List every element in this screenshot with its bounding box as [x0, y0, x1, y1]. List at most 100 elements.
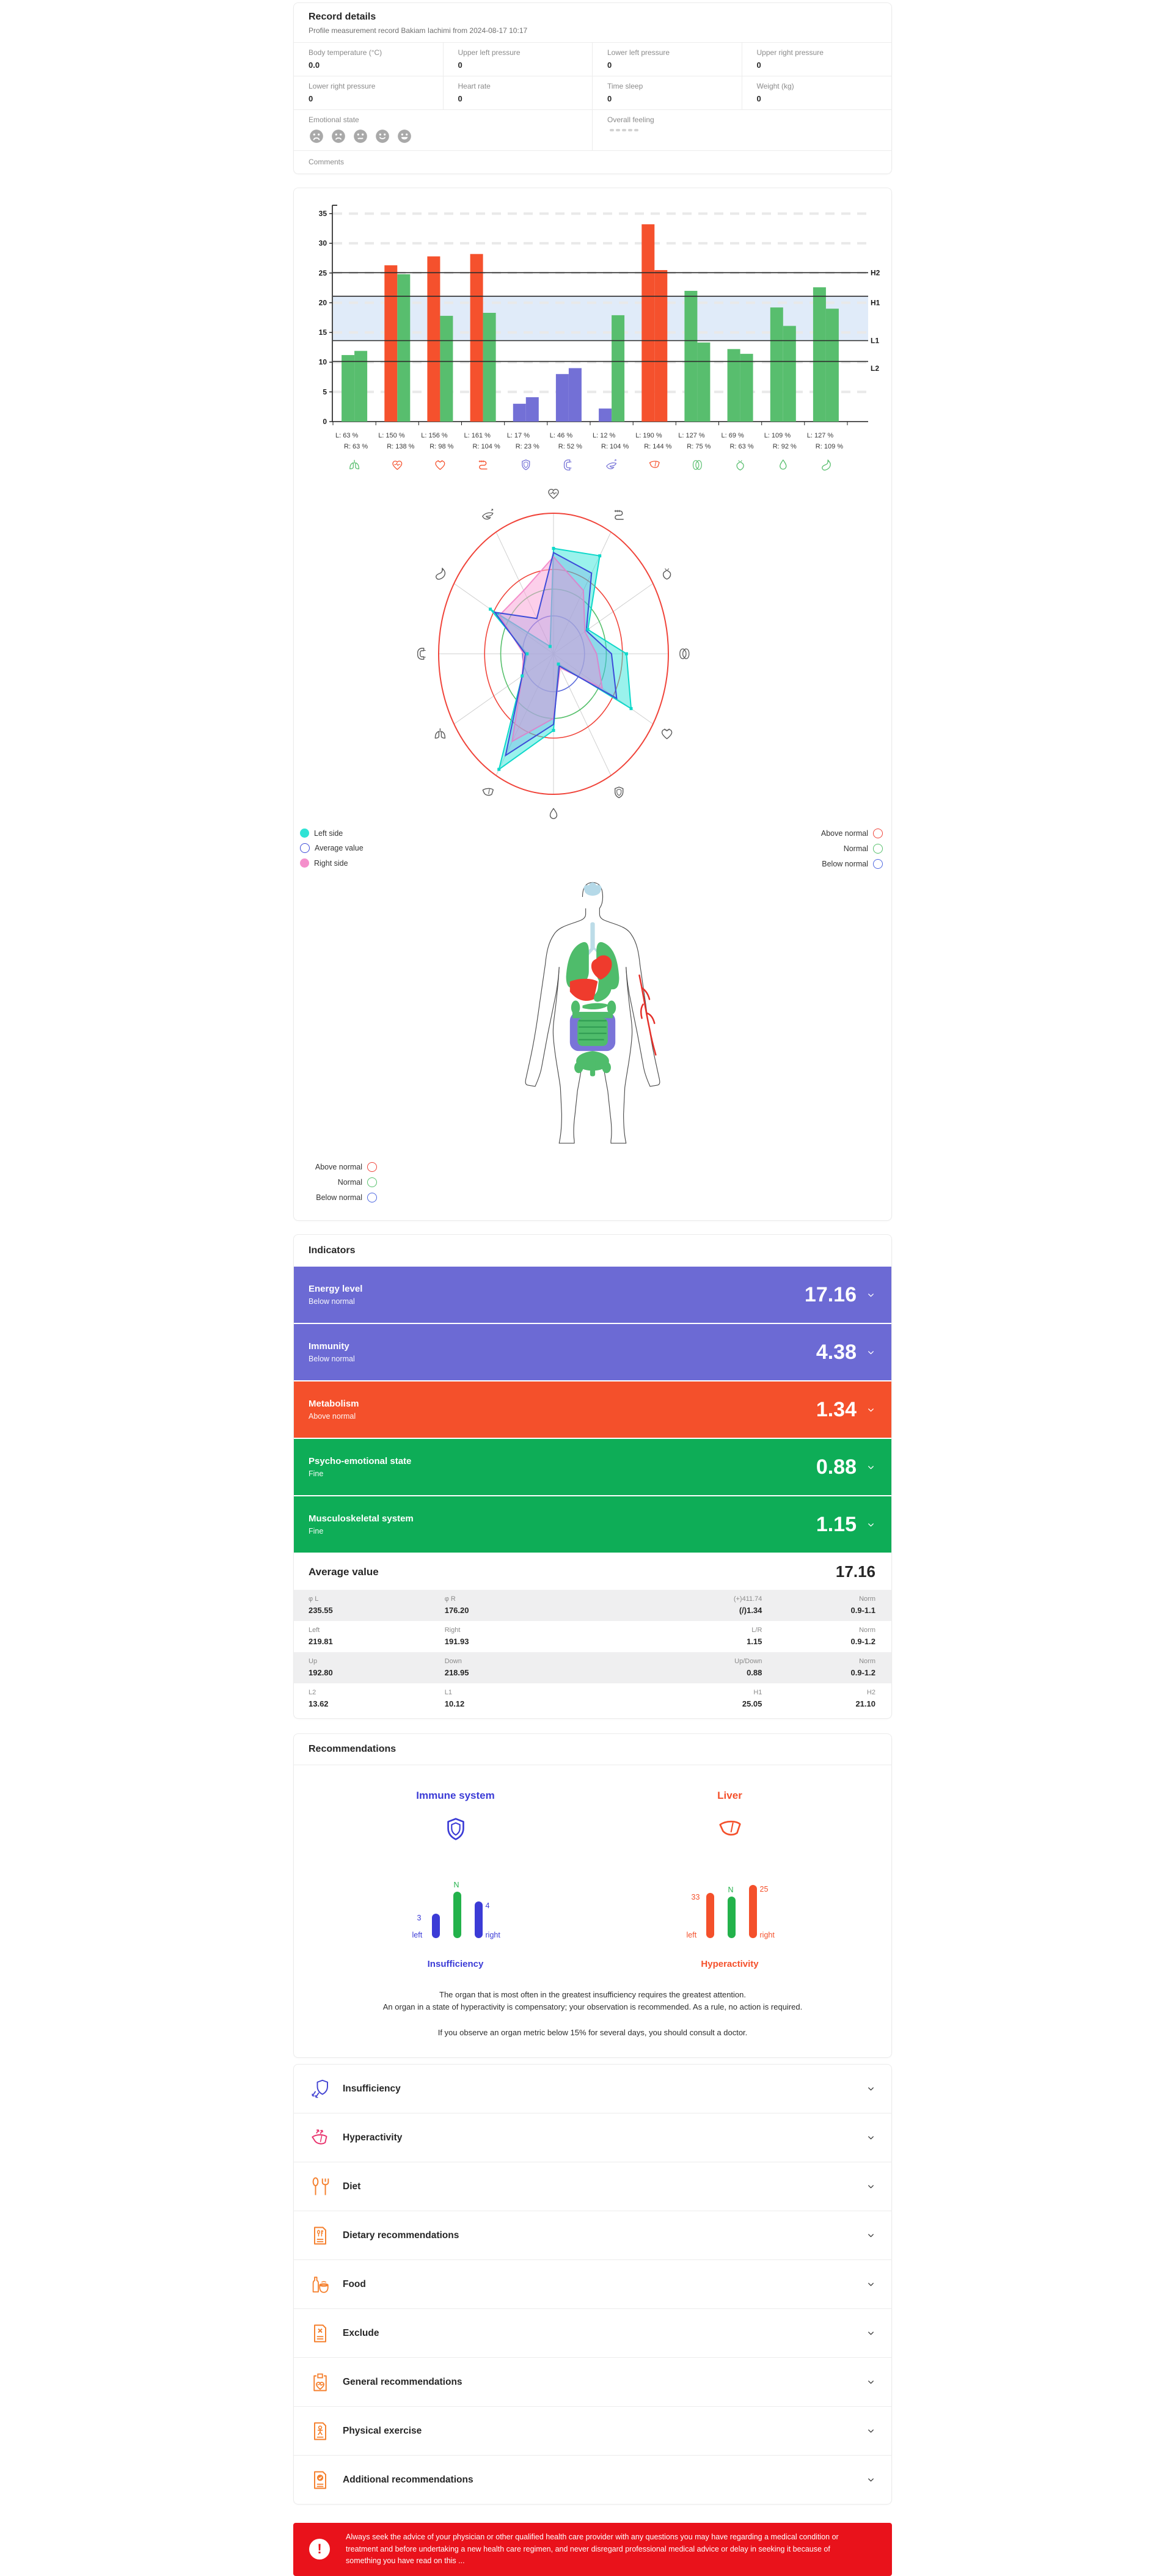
- sad-face[interactable]: [331, 128, 346, 144]
- average-value-label: Average value: [309, 1565, 379, 1578]
- chevron-down-icon: [868, 1293, 874, 1297]
- legend-item: Above normal: [300, 1162, 891, 1172]
- charts-card: 0 5 10 15 20 25 30 35 L: 63 % R: 63 % L: 150 % R: 1…: [293, 188, 892, 1221]
- svg-text:R: 52 %: R: 52 %: [558, 443, 582, 450]
- accordion-hyperactivity[interactable]: Hyperactivity: [294, 2113, 891, 2162]
- svg-text:R: 75 %: R: 75 %: [687, 443, 711, 450]
- comments-field[interactable]: Comments: [294, 150, 891, 174]
- accordion-food[interactable]: Food: [294, 2259, 891, 2308]
- overall-feeling-cell: Overall feeling: [593, 110, 891, 150]
- report-page: Record details Profile measurement recor…: [293, 0, 892, 2576]
- indicator-row[interactable]: Immunity Below normal 4.38: [294, 1324, 891, 1380]
- gallbladder-icon: [549, 808, 558, 819]
- indicator-row[interactable]: Energy level Below normal 17.16: [294, 1267, 891, 1323]
- emotional-state-label: Emotional state: [309, 115, 359, 124]
- liver-up-icon: [312, 2129, 327, 2145]
- happy-face[interactable]: [375, 128, 390, 144]
- svg-text:L: 12 %: L: 12 %: [593, 432, 616, 439]
- svg-text:R: 138 %: R: 138 %: [387, 443, 414, 450]
- accordion-physical-exercise[interactable]: Physical exercise: [294, 2406, 891, 2455]
- cutlery-icon: [312, 2177, 329, 2196]
- indicator-row[interactable]: Psycho-emotional state Fine 0.88: [294, 1439, 891, 1495]
- svg-text:25: 25: [319, 269, 327, 277]
- left-side-swatch: [300, 829, 309, 838]
- lungs-icon: [349, 459, 360, 470]
- heart-icon: [392, 460, 403, 470]
- svg-text:H2: H2: [871, 268, 880, 277]
- neutral-face[interactable]: [353, 128, 368, 144]
- disclaimer-text: Always seek the advice of your physician…: [346, 2533, 839, 2566]
- bar-right-lungs: [354, 351, 368, 422]
- bladder-icon: [736, 459, 744, 470]
- very-sad-face[interactable]: [309, 128, 324, 144]
- svg-text:L: 109 %: L: 109 %: [764, 432, 791, 439]
- accordion-insufficiency[interactable]: Insufficiency: [294, 2065, 891, 2113]
- record-field: Heart rate 0: [443, 76, 593, 110]
- svg-text:L: 190 %: L: 190 %: [635, 432, 662, 439]
- chevron-down-icon: [868, 2234, 874, 2238]
- very-happy-face[interactable]: [396, 128, 412, 144]
- radar-legends: Left side Average value Right side Above n…: [294, 825, 891, 877]
- chevron-down-icon: [868, 2478, 874, 2482]
- svg-text:0: 0: [323, 417, 327, 426]
- liver-icon: [482, 788, 494, 796]
- note-insufficiency: The organ that is most often in the grea…: [439, 1990, 746, 1999]
- svg-text:R: 104 %: R: 104 %: [601, 443, 629, 450]
- svg-text:L: 17 %: L: 17 %: [507, 432, 530, 439]
- radar-legend-levels: Above normal Normal Below normal: [821, 829, 883, 874]
- chevron-down-icon: [868, 1465, 874, 1469]
- chevron-down-icon: [868, 2380, 874, 2384]
- indicator-row[interactable]: Musculoskeletal system Fine 1.15: [294, 1496, 891, 1553]
- feeling-rating: [607, 128, 877, 131]
- record-field: Lower left pressure 0: [593, 43, 742, 76]
- bar-left-stomach: [813, 287, 826, 422]
- svg-text:R: 92 %: R: 92 %: [773, 443, 797, 450]
- legend-item: Left side: [300, 829, 364, 838]
- accordion-diet[interactable]: Diet: [294, 2162, 891, 2211]
- chevron-down-icon: [868, 2087, 874, 2091]
- stats-row: L2 13.62 L1 10.12 H1 25.05 H2 21.10: [309, 1689, 875, 1708]
- chevron-down-icon: [868, 2185, 874, 2189]
- legend-item: Below normal: [300, 1193, 891, 1202]
- stats-row: Up 192.80 Down 218.95 Up/Down 0.88 Norm 0.9-1.2: [294, 1652, 891, 1683]
- organ-name: Immune system: [416, 1790, 495, 1801]
- bar-left-liver: [641, 224, 655, 422]
- radar-legend-sides: Left side Average value Right side: [300, 829, 364, 874]
- bar-right-gallbladder: [783, 326, 796, 422]
- note-hyperactivity: An organ in a state of hyperactivity is …: [382, 2002, 803, 2012]
- svg-text:35: 35: [319, 210, 327, 218]
- bar-right-liver: [654, 270, 668, 422]
- organ-status: Insufficiency: [427, 1959, 484, 1969]
- svg-text:L: 63 %: L: 63 %: [335, 432, 359, 439]
- record-subtitle: Profile measurement record Bakiam Iachim…: [309, 26, 528, 35]
- body-diagram: [294, 880, 891, 1158]
- duodenum-icon: [417, 648, 426, 660]
- svg-text:H1: H1: [871, 299, 880, 307]
- indicators-list: Energy level Below normal 17.16 Immunity B…: [294, 1267, 891, 1553]
- svg-text:L1: L1: [871, 337, 879, 345]
- recommendations-title: Recommendations: [294, 1734, 891, 1765]
- liver-icon: [718, 1820, 741, 1836]
- svg-text:30: 30: [319, 239, 327, 247]
- svg-text:L: 127 %: L: 127 %: [678, 432, 705, 439]
- record-details-card: Record details Profile measurement recor…: [293, 2, 892, 174]
- bar-right-pancreas: [612, 315, 625, 422]
- indicators-card: Indicators Energy level Below normal 17.1…: [293, 1234, 892, 1719]
- indicator-row[interactable]: Metabolism Above normal 1.34: [294, 1381, 891, 1438]
- accordion-additional-recommendations[interactable]: Additional recommendations: [294, 2455, 891, 2504]
- svg-text:R: 63 %: R: 63 %: [344, 443, 368, 450]
- accordion-dietary-recommendations[interactable]: Dietary recommendations: [294, 2211, 891, 2259]
- legend-item: Above normal: [821, 829, 883, 838]
- heart-icon: [548, 489, 559, 499]
- pancreas-icon: [482, 508, 494, 520]
- intestine-icon: [478, 459, 488, 470]
- record-field: Weight (kg) 0: [742, 76, 891, 110]
- accordion-general-recommendations[interactable]: General recommendations: [294, 2357, 891, 2406]
- organ-name: Liver: [717, 1790, 742, 1801]
- bar-left-immune: [513, 403, 526, 422]
- chevron-down-icon: [868, 2283, 874, 2286]
- accordion-exclude[interactable]: Exclude: [294, 2308, 891, 2357]
- kidneys-icon: [692, 460, 702, 470]
- legend-item: Normal: [300, 1177, 891, 1187]
- organ-radar-chart: [294, 483, 891, 825]
